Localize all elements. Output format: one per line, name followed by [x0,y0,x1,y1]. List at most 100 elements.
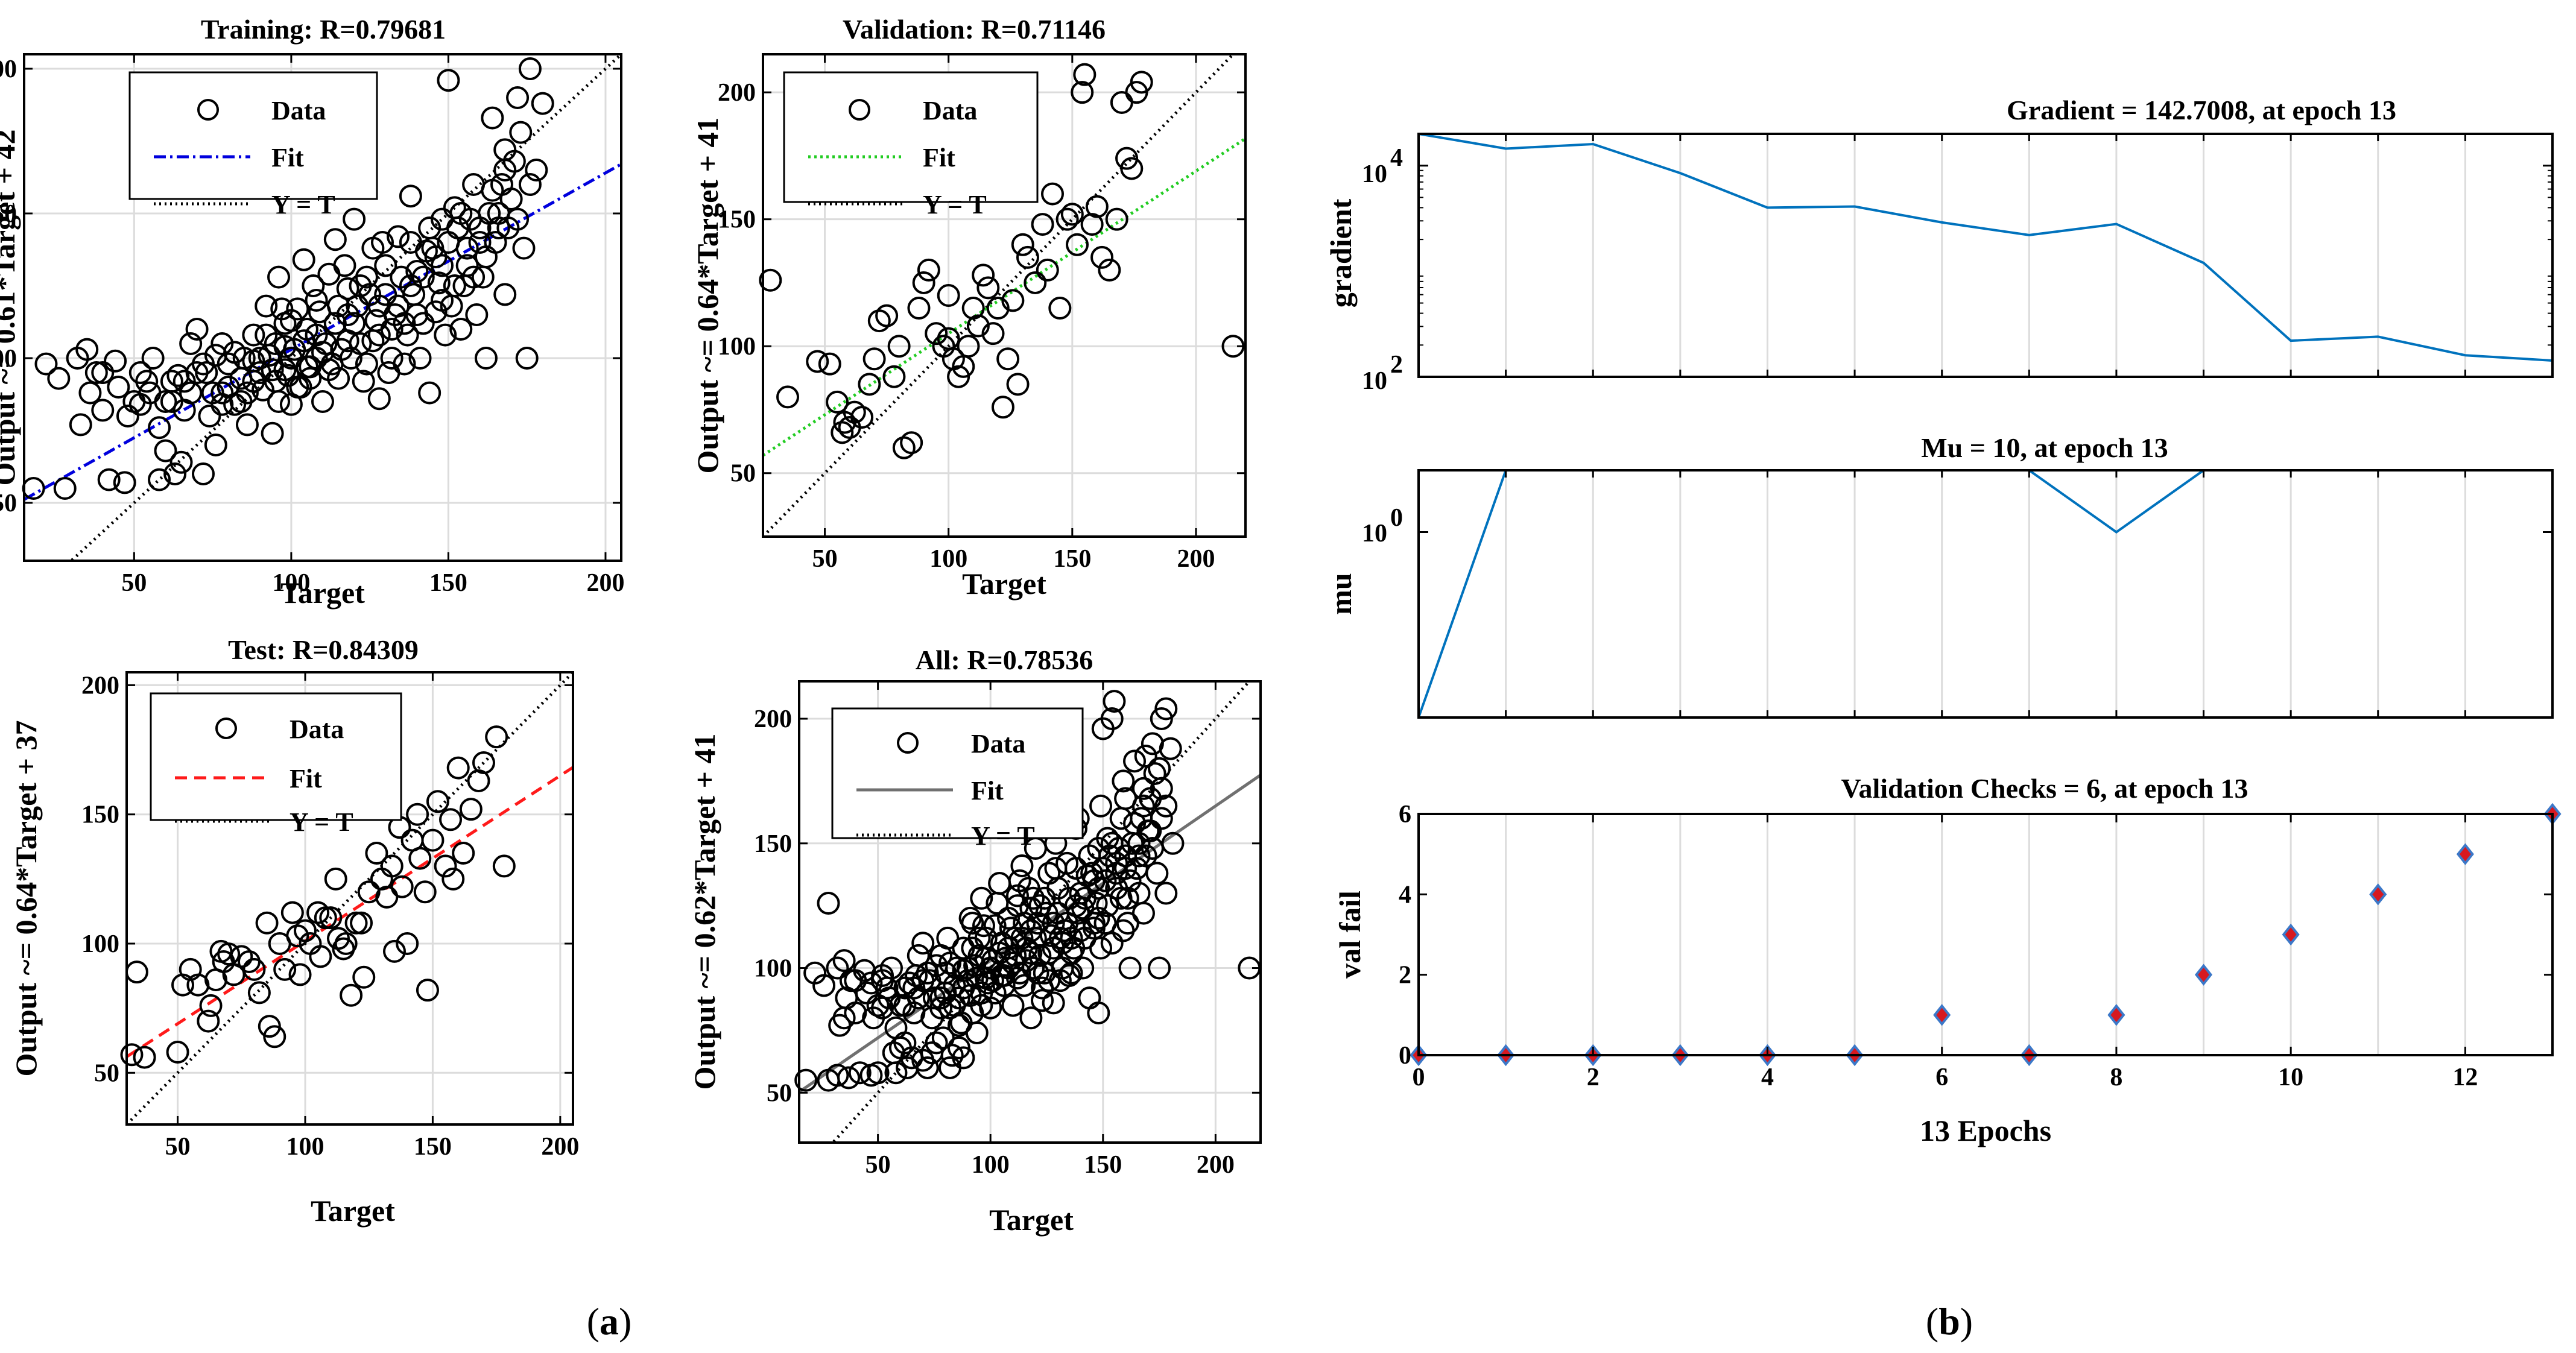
gradient-axes-box [1417,133,2554,378]
data-point [261,421,284,445]
data-point [1090,245,1114,269]
validation-xtick-label: 100 [929,545,967,573]
validation-checks-plot: Validation Checks = 6, at epoch 13 0 2 4 6 8… [1333,773,2562,1147]
data-point [408,347,432,370]
val-checks-xtick-label: 8 [2110,1064,2122,1091]
data-point [371,231,394,254]
legend-data-marker [215,718,237,739]
data-point [148,416,171,440]
training-axes-box [23,53,622,562]
data-point [859,971,883,995]
data-point [474,347,498,370]
val-checks-title: Validation Checks = 6, at epoch 13 [1841,773,2248,804]
data-point [459,798,483,821]
data-point [355,265,378,289]
data-point [431,254,454,277]
gradient-ytick-exp-high: 4 [1390,144,1403,172]
data-point [917,258,940,282]
data-point [907,297,931,320]
legend-data-marker [897,732,919,754]
data-point [826,956,849,980]
data-point [1073,63,1097,86]
data-point [261,358,284,382]
data-point [179,332,203,355]
data-point [286,297,309,321]
data-point [1022,886,1045,910]
data-point [352,965,376,989]
data-point [367,323,391,347]
data-point [113,471,136,494]
data-point [929,996,953,1020]
data-point [197,1009,220,1033]
legend-fit-label: Fit [290,764,322,793]
test-xtick-label: 50 [165,1133,191,1161]
data-point [1110,91,1133,114]
training-regression-plot: Training: R=0.79681 Data Fit Y = T 50 100… [0,14,624,610]
data-point [418,216,441,239]
data-point [308,300,331,324]
data-point [411,312,435,335]
data-point [1134,844,1157,868]
data-point [925,322,948,345]
validation-legend [783,71,1039,203]
data-point [996,347,1020,371]
data-point [1060,203,1084,226]
data-point [91,361,115,384]
validation-xtick-label: 200 [1177,545,1215,573]
data-point [1093,869,1117,892]
data-point [812,974,836,997]
data-point [334,932,358,955]
gradient-line [1418,133,2553,362]
data-point [263,1025,286,1049]
data-point [374,254,397,277]
validation-xtick-label: 50 [812,545,838,573]
data-point [434,323,457,347]
data-point [884,1061,908,1085]
data-point [305,289,328,312]
data-point [166,364,190,387]
data-point [323,228,347,251]
data-point [515,347,539,370]
data-point [276,364,300,387]
data-point [204,344,227,367]
data-point [1121,831,1144,855]
data-point [1071,81,1094,104]
data-point [390,875,414,898]
all-ylabel: Output ~= 0.62*Target + 41 [688,734,721,1090]
data-point [512,236,536,260]
data-point [235,381,259,405]
data-point [871,996,894,1020]
data-point [446,756,470,780]
data-point [493,283,517,306]
data-point [502,150,526,173]
legend-data-marker [849,99,870,121]
legend-identity-label: Y = T [971,821,1035,851]
data-point [346,294,369,318]
data-point [1028,944,1052,967]
test-ytick-label: 100 [81,930,119,958]
data-point [97,468,121,491]
data-point [340,983,363,1007]
val-checks-xtick-label: 0 [1413,1064,1425,1091]
data-point [192,462,215,485]
data-point [104,349,127,373]
data-point [487,216,510,239]
data-point [952,1046,975,1070]
val-fail-marker [2282,923,2300,946]
data-point [377,361,400,384]
validation-ytick-label: 100 [718,333,756,361]
data-point [1127,844,1151,868]
data-point [1115,147,1139,170]
data-point [938,951,962,975]
data-point [893,1031,917,1055]
data-point [1127,882,1151,905]
data-point [352,370,375,393]
data-point [1041,182,1064,206]
data-point [843,400,866,424]
data-point [776,385,800,409]
data-point [1016,245,1039,269]
data-point [1112,919,1135,942]
data-point [323,312,347,335]
data-point [912,271,935,294]
data-point [424,300,448,324]
